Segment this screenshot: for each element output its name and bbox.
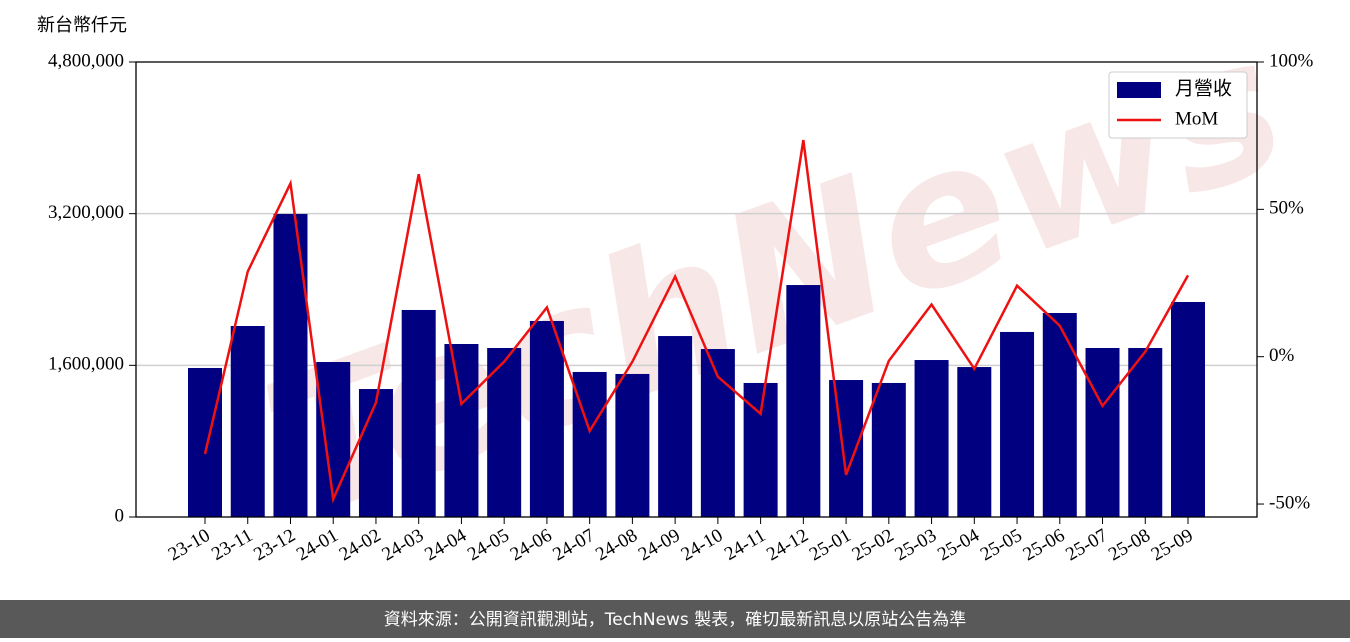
bar bbox=[188, 367, 222, 517]
bar bbox=[273, 213, 308, 517]
y-tick-label: 0 bbox=[115, 505, 125, 526]
bar bbox=[529, 320, 564, 517]
legend-label: 月營收 bbox=[1175, 77, 1232, 99]
y-tick-label: 4,800,000 bbox=[48, 50, 124, 71]
x-tick-label: 24-06 bbox=[507, 525, 556, 565]
y2-tick-label: 0% bbox=[1269, 345, 1295, 366]
x-tick-label: 24-08 bbox=[592, 525, 641, 565]
x-tick-label: 23-12 bbox=[250, 525, 299, 565]
bar bbox=[1085, 347, 1120, 517]
bar bbox=[444, 344, 479, 517]
y-tick-label: 1,600,000 bbox=[48, 354, 124, 375]
x-tick-label: 25-05 bbox=[977, 525, 1026, 565]
x-tick-label: 25-08 bbox=[1105, 525, 1154, 565]
x-tick-label: 24-10 bbox=[678, 525, 727, 565]
bar bbox=[358, 389, 393, 517]
x-tick-label: 25-01 bbox=[806, 525, 855, 565]
x-tick-label: 25-04 bbox=[934, 525, 983, 566]
legend-swatch bbox=[1117, 82, 1161, 98]
x-tick-label: 24-05 bbox=[464, 525, 513, 565]
x-tick-label: 24-12 bbox=[763, 525, 812, 565]
bar bbox=[1128, 347, 1163, 517]
footer: 資料來源：公開資訊觀測站，TechNews 製表，確切最新訊息以原站公告為準 bbox=[384, 610, 966, 630]
x-tick-label: 25-03 bbox=[891, 525, 940, 565]
x-tick-label: 25-09 bbox=[1148, 525, 1197, 565]
legend-label: MoM bbox=[1175, 108, 1218, 129]
line bbox=[203, 139, 1190, 504]
y2-tick-label: 50% bbox=[1269, 198, 1304, 219]
x-tick-label: 25-02 bbox=[849, 525, 898, 565]
bar bbox=[871, 382, 906, 517]
bar bbox=[829, 380, 864, 517]
bar bbox=[786, 285, 821, 517]
bar bbox=[401, 309, 436, 517]
footer-bar bbox=[0, 600, 1350, 638]
y-axis-label: 新台幣仟元 bbox=[37, 15, 127, 36]
x-tick-label: 24-11 bbox=[721, 525, 769, 565]
x-tick-label: 23-10 bbox=[165, 525, 214, 565]
x-tick-label: 24-07 bbox=[549, 525, 598, 565]
x-tick-label: 24-04 bbox=[421, 525, 470, 566]
bar bbox=[957, 367, 992, 517]
y2-tick-label: 100% bbox=[1269, 50, 1314, 71]
bar bbox=[487, 347, 522, 517]
bar bbox=[1042, 313, 1077, 517]
y-tick-label: 3,200,000 bbox=[48, 202, 124, 223]
plot-frame bbox=[135, 61, 1258, 518]
bar bbox=[1000, 331, 1035, 517]
x-tick-label: 24-09 bbox=[635, 525, 684, 565]
bar bbox=[615, 373, 650, 517]
bar bbox=[658, 336, 693, 517]
x-tick-label: 23-11 bbox=[208, 525, 256, 565]
x-tick-label: 25-07 bbox=[1062, 525, 1111, 565]
x-tick-label: 25-06 bbox=[1020, 525, 1069, 565]
bar bbox=[914, 360, 949, 517]
y2-tick-label: -50% bbox=[1269, 492, 1310, 513]
bar bbox=[230, 325, 265, 517]
bar bbox=[1171, 302, 1205, 517]
